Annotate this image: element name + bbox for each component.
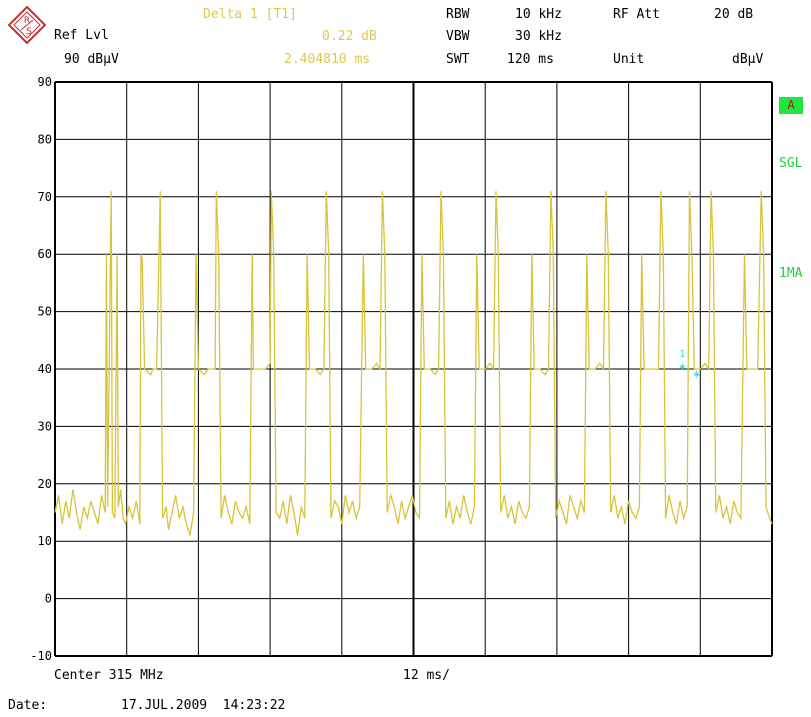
y-tick-labels: 90 80 70 60 50 40 30 20 10 0 -10 [30, 75, 52, 663]
svg-text:R: R [24, 16, 30, 26]
marker-number-label: 1 [679, 349, 685, 360]
y-tick-label: 0 [45, 592, 52, 606]
marker-star-icon: ✶ [678, 359, 687, 375]
single-sweep-label: SGL [779, 156, 803, 171]
swt-value: 120 ms [507, 52, 554, 67]
trace-a-badge: A [779, 97, 803, 114]
plot-grid [54, 81, 773, 657]
marker-star-icon: ✶ [692, 367, 701, 383]
rohde-schwarz-logo: R S [8, 6, 46, 44]
y-tick-label: 10 [38, 534, 52, 548]
vbw-label: VBW [446, 29, 470, 44]
rbw-label: RBW [446, 7, 470, 22]
y-tick-label: 20 [38, 477, 52, 491]
rbw-value: 10 kHz [515, 7, 562, 22]
span-per-division: 12 ms/ [403, 668, 450, 683]
ref-level-value: 90 dBµV [64, 52, 119, 67]
swt-label: SWT [446, 52, 470, 67]
date-value: 17.JUL.2009 14:23:22 [121, 698, 286, 713]
unit-value: dBµV [732, 52, 764, 67]
ref-level-label: Ref Lvl [54, 28, 109, 43]
marker-title: Delta 1 [T1] [203, 7, 297, 22]
trace-mode-label: 1MA [779, 266, 803, 281]
center-frequency: Center 315 MHz [54, 668, 164, 683]
rf-att-label: RF Att [613, 7, 660, 22]
vbw-value: 30 kHz [515, 29, 562, 44]
rf-att-value: 20 dB [714, 7, 754, 22]
y-tick-label: 70 [38, 190, 52, 204]
y-tick-label: 30 [38, 419, 52, 433]
date-label: Date: [8, 698, 48, 713]
y-tick-label: 50 [38, 305, 52, 319]
trace-line [54, 191, 773, 536]
y-tick-label: -10 [30, 649, 52, 663]
unit-label: Unit [613, 52, 645, 67]
marker-points: ✶1✶ [678, 349, 701, 382]
y-tick-label: 40 [38, 362, 52, 376]
y-tick-label: 80 [38, 132, 52, 146]
marker-value-db: 0.22 dB [322, 29, 377, 44]
y-tick-label: 90 [38, 75, 52, 89]
svg-text:S: S [26, 27, 32, 37]
marker-value-time: 2.404810 ms [284, 52, 371, 67]
y-tick-label: 60 [38, 247, 52, 261]
